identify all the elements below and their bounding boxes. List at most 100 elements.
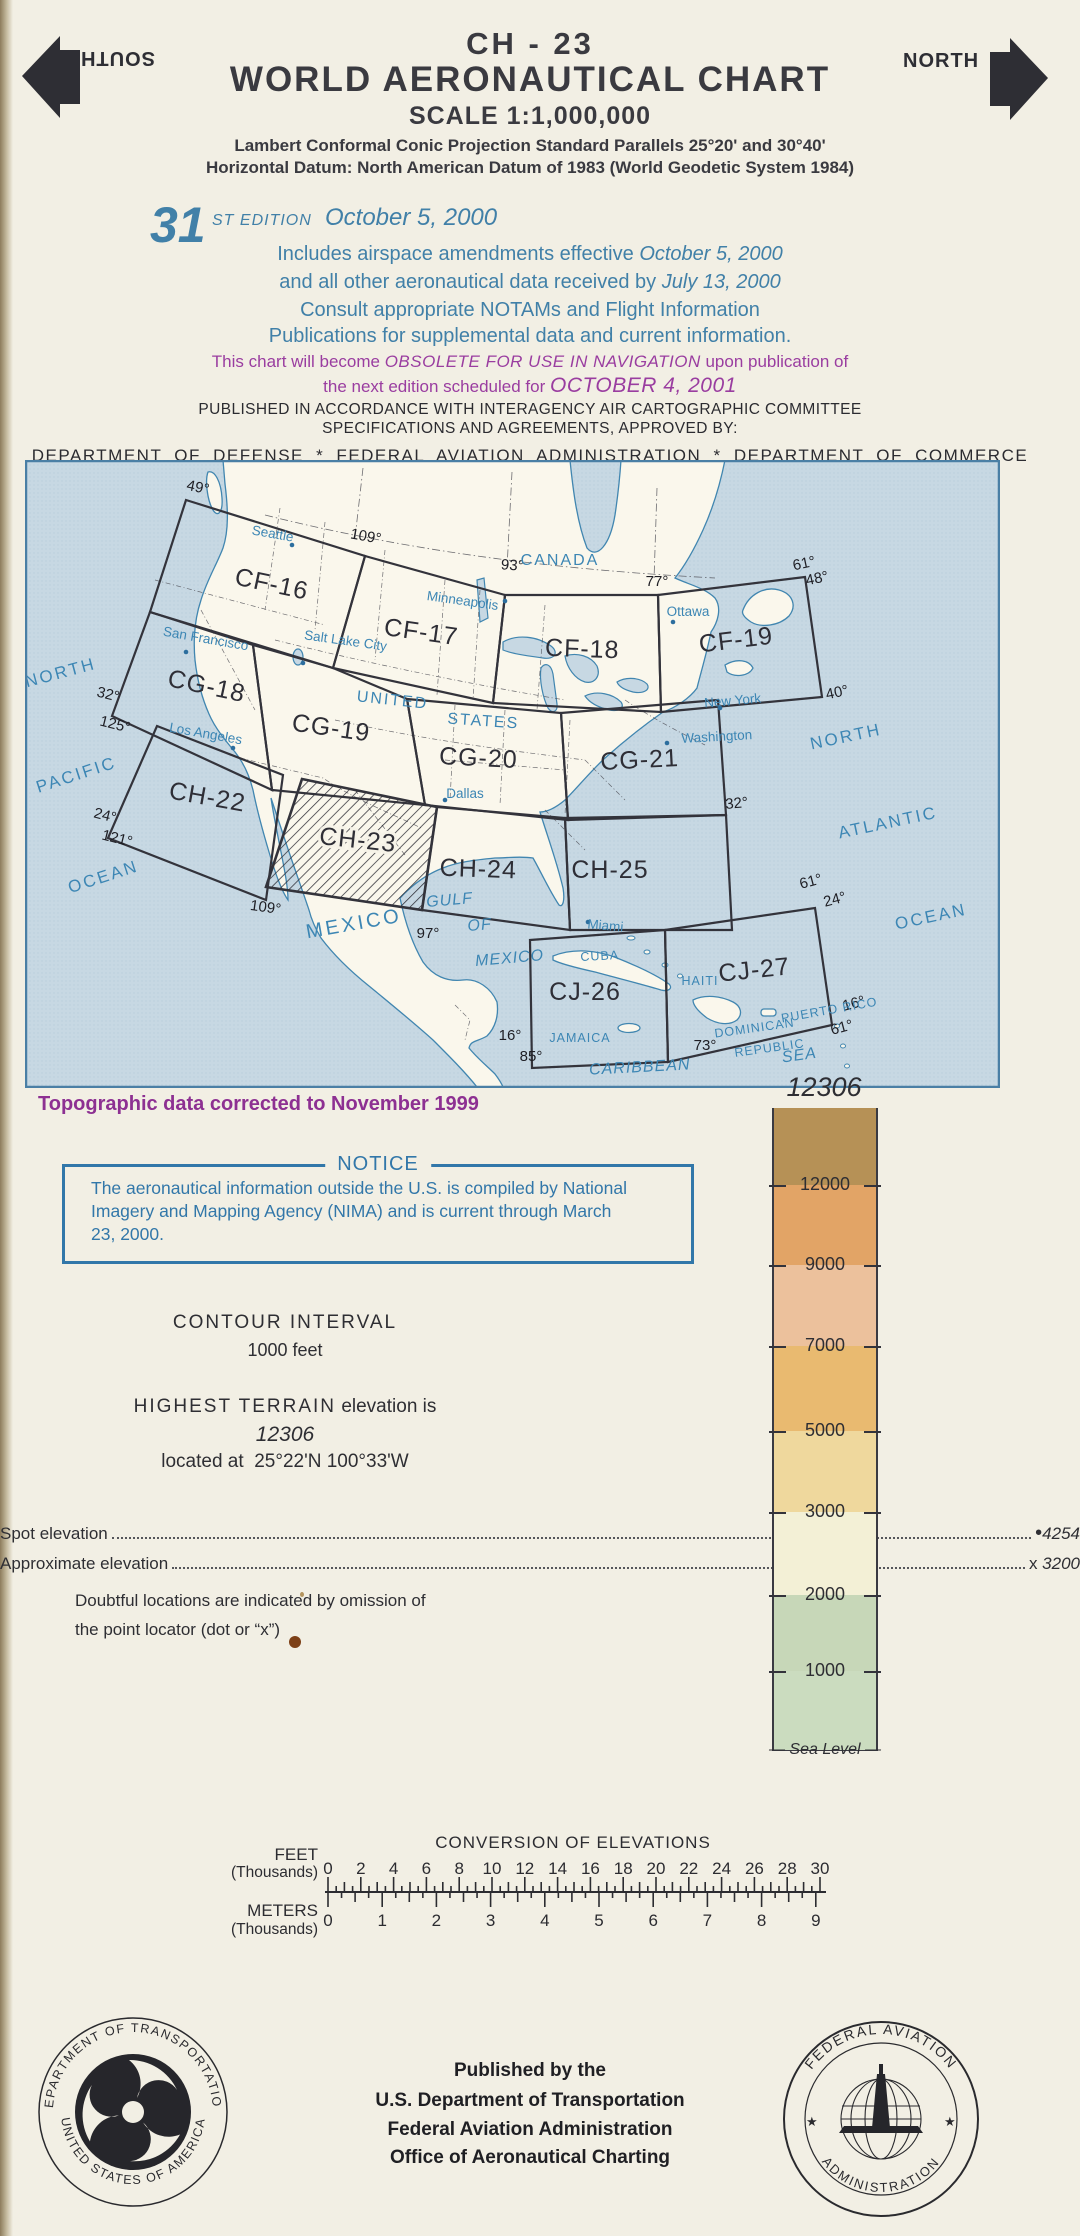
- notice-box: NOTICE The aeronautical information outs…: [62, 1153, 694, 1264]
- feet-thousands-label: (Thousands): [230, 1864, 318, 1881]
- elevation-band: [774, 1431, 876, 1512]
- elevation-tick-label: 1000: [804, 1660, 846, 1680]
- sea-level-label: — Sea Level —: [768, 1741, 882, 1758]
- obsolete-next-date: OCTOBER 4, 2001: [549, 374, 737, 397]
- map-label-states: STATES: [447, 711, 520, 733]
- highest-terrain-value: 12306: [255, 1423, 315, 1446]
- map-label-haiti: HAITI: [682, 974, 719, 988]
- spot-elevation-label: Spot elevation: [0, 1524, 108, 1543]
- feet-tick-label: 8: [454, 1859, 463, 1878]
- elevation-band: [774, 1346, 876, 1431]
- leader-dots: [172, 1567, 1025, 1569]
- south-arrow-icon: [22, 36, 80, 118]
- meters-tick-label: 4: [540, 1911, 549, 1930]
- topo-note: Topographic data corrected to November 1…: [38, 1093, 479, 1115]
- meters-tick-label: 8: [757, 1911, 766, 1930]
- obsolete-1c: upon publication of: [705, 352, 849, 371]
- map-label-new-york: New York: [704, 691, 762, 711]
- highest-terrain-suffix: elevation is: [341, 1396, 437, 1417]
- meters-thousands-label: (Thousands): [230, 1921, 318, 1938]
- meters-tick-label: 5: [594, 1911, 603, 1930]
- spot-elevation-value: 4254: [1042, 1524, 1080, 1543]
- feet-tick-label: 18: [614, 1859, 633, 1878]
- map-label-jamaica: JAMAICA: [549, 1031, 610, 1045]
- approx-x-symbol: x: [1028, 1554, 1038, 1573]
- dot-seal: DEPARTMENT OF TRANSPORTATION UNITED STAT…: [33, 2012, 228, 2207]
- edition-suffix: ST EDITION: [212, 212, 312, 229]
- edition-line-2-text: Includes airspace amendments effective: [277, 243, 634, 265]
- located-at-label: located at: [161, 1451, 244, 1472]
- elevation-band: [774, 1108, 876, 1185]
- elevation-band: [774, 1512, 876, 1595]
- map-label-cg-20: CG-20: [438, 742, 518, 774]
- meters-tick-label: 7: [703, 1911, 712, 1930]
- map-label-73-: 73°: [694, 1037, 717, 1054]
- obsolete-1a: This chart will become: [211, 352, 380, 371]
- obsolete-phrase: OBSOLETE FOR USE IN NAVIGATION: [384, 352, 701, 371]
- map-label-caribbean: CARIBBEAN: [589, 1056, 691, 1078]
- map-label-61-: 61°: [798, 871, 824, 893]
- feet-tick-label: 22: [679, 1859, 698, 1878]
- map-label-ch-24: CH-24: [439, 854, 517, 885]
- cell-CF-19: [656, 575, 824, 714]
- projection-line: Lambert Conformal Conic Projection Stand…: [234, 136, 826, 155]
- approx-elevation-label: Approximate elevation: [0, 1554, 169, 1573]
- dot-triskelion-icon: [82, 2059, 181, 2162]
- elevation-tick-label: 2000: [804, 1584, 846, 1604]
- map-label-61-: 61°: [791, 553, 817, 574]
- map-label-49-: 49°: [185, 477, 211, 498]
- feet-tick-label: 30: [811, 1859, 830, 1878]
- map-label-sea: SEA: [781, 1045, 818, 1067]
- feet-tick-label: 2: [356, 1859, 365, 1878]
- map-label-32-: 32°: [95, 684, 121, 706]
- feet-tick-label: 12: [515, 1859, 534, 1878]
- edition-date: October 5, 2000: [325, 204, 498, 231]
- map-label-ottawa: Ottawa: [667, 604, 710, 619]
- map-label-109-: 109°: [349, 526, 383, 548]
- doubtful-note: Doubtful locations are indicated by omis…: [75, 1591, 426, 1639]
- approx-elevation-value: 3200: [1042, 1554, 1080, 1573]
- map-label-16-: 16°: [841, 993, 867, 1015]
- map-label-cg-21: CG-21: [600, 744, 680, 776]
- edition-line-2: Includes airspace amendments effective O…: [0, 243, 1060, 266]
- meters-tick-label: 3: [486, 1911, 495, 1930]
- map-label-gulf: GULF: [426, 890, 474, 911]
- faa-seal-bottom-text: ADMINISTRATION: [819, 2154, 941, 2195]
- city-dots: [183, 542, 723, 925]
- feet-tick-label: 20: [647, 1859, 666, 1878]
- map-label-cj-26: CJ-26: [549, 978, 621, 1006]
- contour-interval-title: CONTOUR INTERVAL: [172, 1312, 398, 1333]
- map-label-93-: 93°: [500, 556, 524, 575]
- map-label-61-: 61°: [829, 1017, 855, 1039]
- edition-line-3-text: and all other aeronautical data received…: [279, 271, 657, 293]
- map-label-109-: 109°: [249, 897, 282, 918]
- feet-tick-label: 24: [712, 1859, 731, 1878]
- elevation-band: [774, 1265, 876, 1346]
- faa-star-left: ★: [806, 2114, 818, 2129]
- north-arrow-icon: [990, 38, 1048, 120]
- edition-line-3: and all other aeronautical data received…: [0, 271, 1060, 294]
- city-dot: [300, 660, 306, 666]
- edition-number: 31: [150, 197, 206, 253]
- city-dot: [717, 705, 723, 711]
- map-label-48-: 48°: [804, 568, 830, 589]
- published-line-2: SPECIFICATIONS AND AGREEMENTS, APPROVED …: [322, 420, 738, 437]
- elevation-band: [774, 1671, 876, 1750]
- map-label-mexico: MEXICO: [474, 947, 544, 970]
- map-label-cf-18: CF-18: [545, 634, 620, 665]
- feet-tick-label: 26: [745, 1859, 764, 1878]
- meters-tick-label: 1: [377, 1911, 386, 1930]
- city-dot: [230, 745, 236, 751]
- located-at-coords: 25°22'N 100°33'W: [254, 1451, 409, 1472]
- chart-scale: SCALE 1:1,000,000: [408, 102, 652, 130]
- elevation-tick-label: 7000: [804, 1335, 846, 1355]
- graticule-lines: [264, 467, 716, 581]
- published-line-1: PUBLISHED IN ACCORDANCE WITH INTERAGENCY…: [198, 401, 862, 418]
- map-label-miami: Miami: [587, 916, 624, 934]
- meters-tick-label: 0: [323, 1911, 332, 1930]
- chart-cells: [106, 498, 834, 1070]
- spot-dot-symbol: •: [1035, 1522, 1043, 1544]
- feet-tick-label: 14: [548, 1859, 567, 1878]
